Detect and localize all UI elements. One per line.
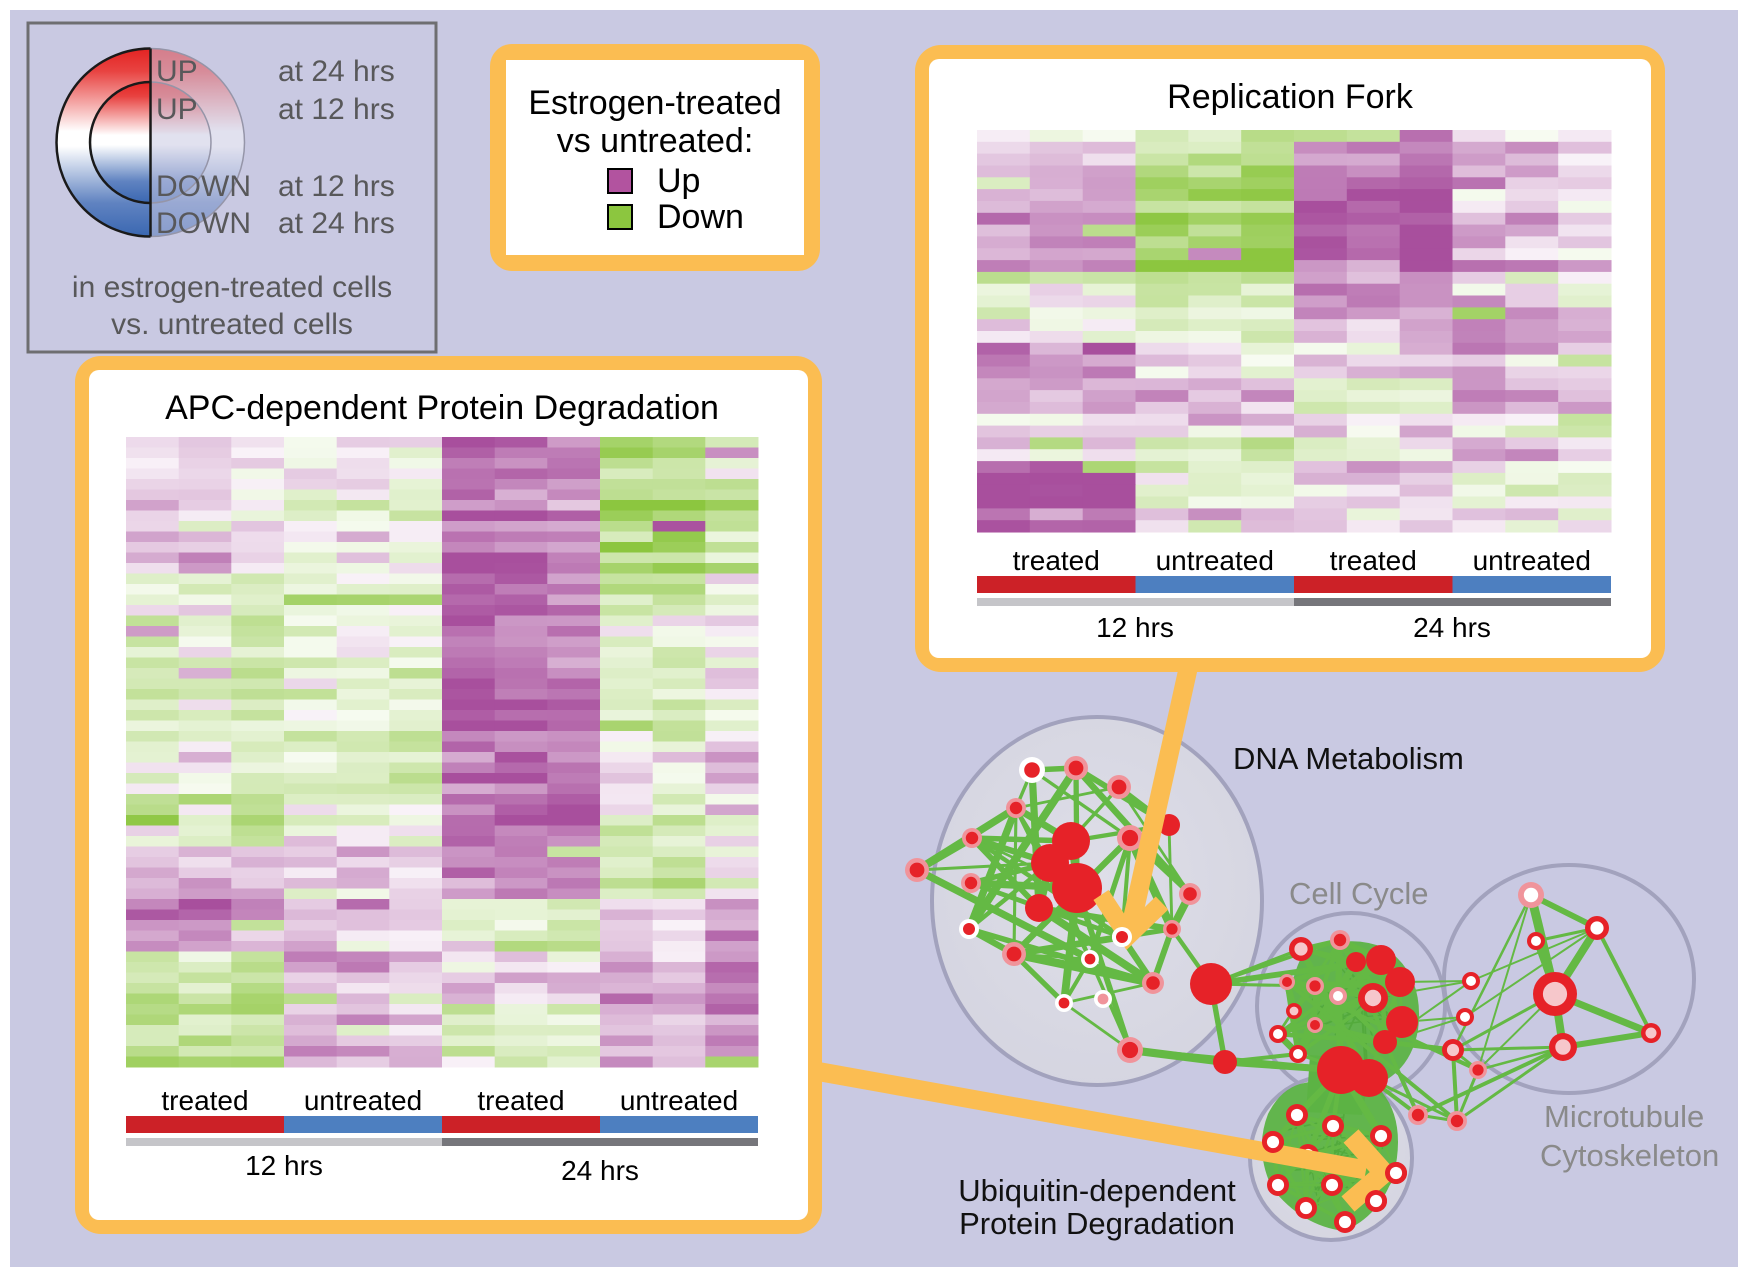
svg-text:untreated: untreated (1473, 545, 1591, 576)
svg-text:Ubiquitin-dependent: Ubiquitin-dependent (958, 1173, 1236, 1208)
svg-text:treated: treated (161, 1085, 248, 1116)
svg-text:Estrogen-treated: Estrogen-treated (528, 84, 781, 122)
svg-text:untreated: untreated (1156, 545, 1274, 576)
svg-text:APC-dependent Protein Degradat: APC-dependent Protein Degradation (165, 389, 719, 427)
svg-text:UP: UP (156, 93, 198, 126)
svg-text:Cytoskeleton: Cytoskeleton (1540, 1138, 1719, 1173)
svg-text:treated: treated (1330, 545, 1417, 576)
svg-text:at 24 hrs: at 24 hrs (278, 207, 395, 240)
svg-text:at 24 hrs: at 24 hrs (278, 55, 395, 88)
svg-text:Down: Down (657, 198, 744, 236)
svg-text:at 12 hrs: at 12 hrs (278, 170, 395, 203)
svg-text:untreated: untreated (620, 1085, 738, 1116)
svg-text:Cell Cycle: Cell Cycle (1289, 876, 1429, 911)
svg-text:vs. untreated cells: vs. untreated cells (111, 308, 353, 341)
svg-text:24 hrs: 24 hrs (1413, 612, 1491, 643)
svg-text:Protein Degradation: Protein Degradation (959, 1206, 1235, 1241)
svg-text:treated: treated (1013, 545, 1100, 576)
svg-text:treated: treated (477, 1085, 564, 1116)
svg-text:24 hrs: 24 hrs (561, 1155, 639, 1186)
svg-text:Microtubule: Microtubule (1544, 1099, 1704, 1134)
svg-text:DNA Metabolism: DNA Metabolism (1233, 741, 1464, 776)
svg-text:12 hrs: 12 hrs (1096, 612, 1174, 643)
svg-text:DOWN: DOWN (156, 170, 251, 203)
svg-text:12 hrs: 12 hrs (245, 1150, 323, 1181)
svg-text:vs untreated:: vs untreated: (557, 122, 754, 160)
svg-text:at 12 hrs: at 12 hrs (278, 93, 395, 126)
svg-text:UP: UP (156, 55, 198, 88)
svg-text:Replication Fork: Replication Fork (1167, 78, 1414, 116)
svg-text:in estrogen-treated cells: in estrogen-treated cells (72, 271, 392, 304)
svg-text:untreated: untreated (304, 1085, 422, 1116)
svg-text:DOWN: DOWN (156, 207, 251, 240)
svg-text:Up: Up (657, 162, 700, 200)
